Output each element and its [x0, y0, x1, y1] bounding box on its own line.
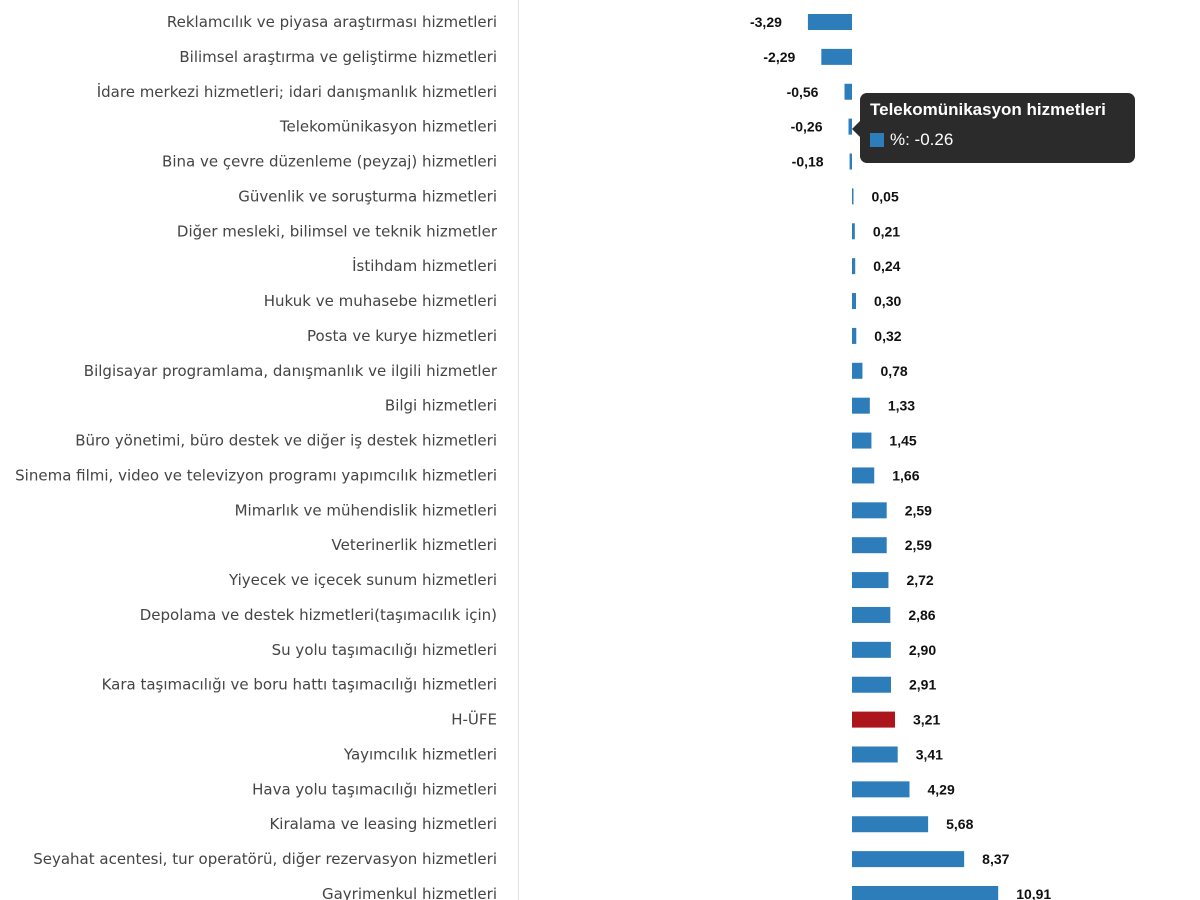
data-label: 2,90	[909, 642, 936, 658]
bar[interactable]	[852, 641, 891, 658]
category-label: Gayrimenkul hizmetleri	[322, 885, 497, 900]
data-label: 2,72	[906, 572, 933, 588]
bar[interactable]	[852, 327, 857, 344]
data-label: 2,59	[905, 537, 932, 553]
tooltip-title: Telekomünikasyon hizmetleri	[870, 100, 1106, 119]
data-label: 2,91	[909, 677, 936, 693]
bar[interactable]	[852, 851, 965, 868]
category-label: Veterinerlik hizmetleri	[332, 536, 497, 554]
category-label: Diğer mesleki, bilimsel ve teknik hizmet…	[177, 222, 498, 240]
category-label: Kara taşımacılığı ve boru hattı taşımacı…	[102, 676, 497, 694]
bar[interactable]	[852, 432, 872, 449]
data-label: 1,45	[889, 433, 916, 449]
bar[interactable]	[852, 572, 889, 589]
data-label: 0,05	[872, 188, 899, 204]
category-label: H-ÜFE	[451, 710, 497, 729]
bar[interactable]	[852, 746, 898, 763]
bar[interactable]	[852, 467, 875, 484]
bar[interactable]	[821, 48, 852, 65]
data-label: 3,41	[916, 746, 943, 762]
data-label: 8,37	[982, 851, 1009, 867]
data-label: 2,86	[908, 607, 935, 623]
data-label: -0,56	[787, 84, 819, 100]
bar[interactable]	[852, 258, 856, 275]
bar[interactable]	[852, 293, 857, 310]
bar[interactable]	[807, 14, 852, 30]
data-label: 0,30	[874, 293, 901, 309]
category-label: Güvenlik ve soruşturma hizmetleri	[238, 187, 497, 205]
category-label: Kiralama ve leasing hizmetleri	[269, 815, 497, 833]
bar[interactable]	[844, 83, 852, 100]
category-label: Su yolu taşımacılığı hizmetleri	[272, 641, 497, 659]
data-label: 3,21	[913, 712, 940, 728]
tooltip-value: %: -0.26	[890, 130, 954, 149]
category-label: Sinema filmi, video ve televizyon progra…	[15, 466, 497, 484]
category-label: Mimarlık ve mühendislik hizmetleri	[235, 501, 497, 519]
category-label: Posta ve kurye hizmetleri	[307, 327, 497, 345]
category-label: Hava yolu taşımacılığı hizmetleri	[252, 780, 497, 798]
bar[interactable]	[852, 502, 887, 519]
data-label: 0,78	[880, 363, 907, 379]
category-label: Bina ve çevre düzenleme (peyzaj) hizmetl…	[162, 153, 497, 171]
data-label: 4,29	[927, 781, 954, 797]
bar[interactable]	[852, 537, 887, 554]
data-label: 1,33	[888, 398, 915, 414]
category-label: Depolama ve destek hizmetleri(taşımacılı…	[140, 606, 497, 624]
category-label: Telekomünikasyon hizmetleri	[279, 118, 497, 136]
data-label: -0,18	[792, 154, 824, 170]
data-label: 10,91	[1016, 886, 1051, 900]
bar[interactable]	[852, 816, 929, 833]
category-label: Büro yönetimi, büro destek ve diğer iş d…	[75, 432, 497, 450]
category-label: Hukuk ve muhasebe hizmetleri	[264, 292, 497, 310]
bar[interactable]	[852, 606, 891, 623]
category-label: Bilgi hizmetleri	[385, 397, 497, 415]
data-label: 2,59	[905, 502, 932, 518]
bar[interactable]	[852, 362, 863, 379]
category-label: Seyahat acentesi, tur operatörü, diğer r…	[33, 850, 497, 868]
bar[interactable]	[852, 781, 910, 798]
category-label: Bilgisayar programlama, danışmanlık ve i…	[84, 362, 498, 380]
category-label: Reklamcılık ve piyasa araştırması hizmet…	[167, 13, 497, 31]
category-label: İstihdam hizmetleri	[352, 256, 497, 275]
legend-swatch-icon	[870, 133, 884, 147]
data-label: -2,29	[763, 49, 795, 65]
data-label: 0,21	[873, 223, 900, 239]
category-label: Bilimsel araştırma ve geliştirme hizmetl…	[179, 48, 497, 66]
bar[interactable]	[852, 397, 870, 414]
bar[interactable]	[848, 118, 852, 135]
tooltip: Telekomünikasyon hizmetleri %: -0.26	[852, 93, 1135, 163]
data-label: 5,68	[946, 816, 973, 832]
data-label: 0,32	[874, 328, 901, 344]
category-label: Yiyecek ve içecek sunum hizmetleri	[228, 571, 497, 589]
bar[interactable]	[852, 188, 854, 205]
data-label: -0,26	[791, 119, 823, 135]
bar[interactable]	[852, 223, 855, 240]
bar[interactable]	[852, 711, 896, 728]
data-label: 1,66	[892, 467, 919, 483]
bar[interactable]	[852, 676, 891, 693]
data-label: -3,29	[750, 14, 782, 30]
data-label: 0,24	[873, 258, 900, 274]
bar[interactable]	[849, 153, 852, 170]
bar[interactable]	[852, 886, 999, 900]
category-label: Yayımcılık hizmetleri	[343, 745, 497, 763]
category-label: İdare merkezi hizmetleri; idari danışman…	[97, 82, 497, 101]
